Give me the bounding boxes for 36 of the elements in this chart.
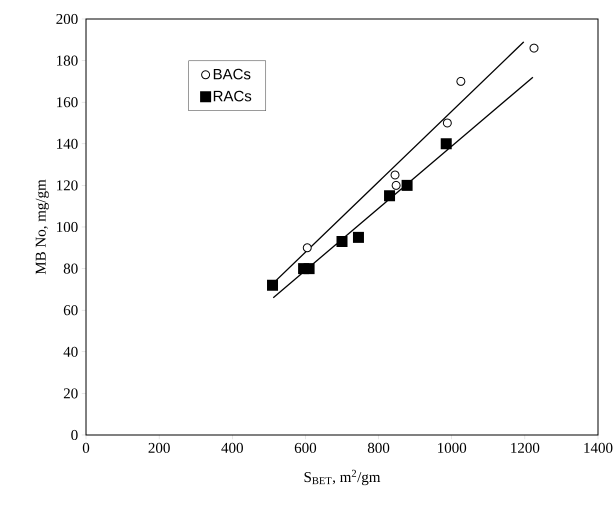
point (530, 44, 538, 53)
y-tick-label: 40 (64, 346, 78, 357)
point (302, 243, 312, 252)
y-tick-label: 20 (64, 388, 78, 398)
y-tick-label: 160 (57, 97, 78, 108)
point (402, 180, 413, 191)
point (267, 280, 278, 291)
x-tick-label: 0 (82, 442, 90, 453)
y-tick-label: 120 (57, 180, 78, 190)
point (352, 232, 364, 243)
legend-label: RACs (214, 90, 252, 102)
y-tick-label: 200 (56, 14, 78, 24)
legend-label: BACs (214, 68, 250, 80)
x-tick-label: 600 (294, 442, 316, 453)
point (390, 170, 400, 180)
x-tick-label: 800 (368, 442, 390, 453)
x-tick-label: 1000 (438, 442, 466, 453)
y-tick-label: 100 (57, 222, 78, 232)
x-tick-label: 400 (221, 442, 243, 453)
point (384, 190, 396, 202)
point (336, 236, 348, 248)
point (456, 76, 466, 86)
point (392, 180, 401, 190)
y-tick-label: 180 (57, 56, 78, 66)
y-tick-label: 140 (57, 138, 78, 149)
y-tick-label: 60 (64, 305, 78, 316)
y-tick-label: 80 (64, 264, 78, 274)
x-tick-label: 200 (148, 442, 170, 453)
point (304, 263, 315, 274)
y-axis-title: MB No, mg/gm (36, 180, 49, 274)
point (440, 138, 452, 150)
point (442, 118, 452, 128)
x-axis-title: S$_{BET}$, m$^{2}$/gm (304, 470, 380, 486)
x-tick-label: 1200 (511, 442, 540, 453)
x-tick-label: 1400 (584, 442, 612, 453)
y-tick-label: 0 (71, 430, 78, 440)
